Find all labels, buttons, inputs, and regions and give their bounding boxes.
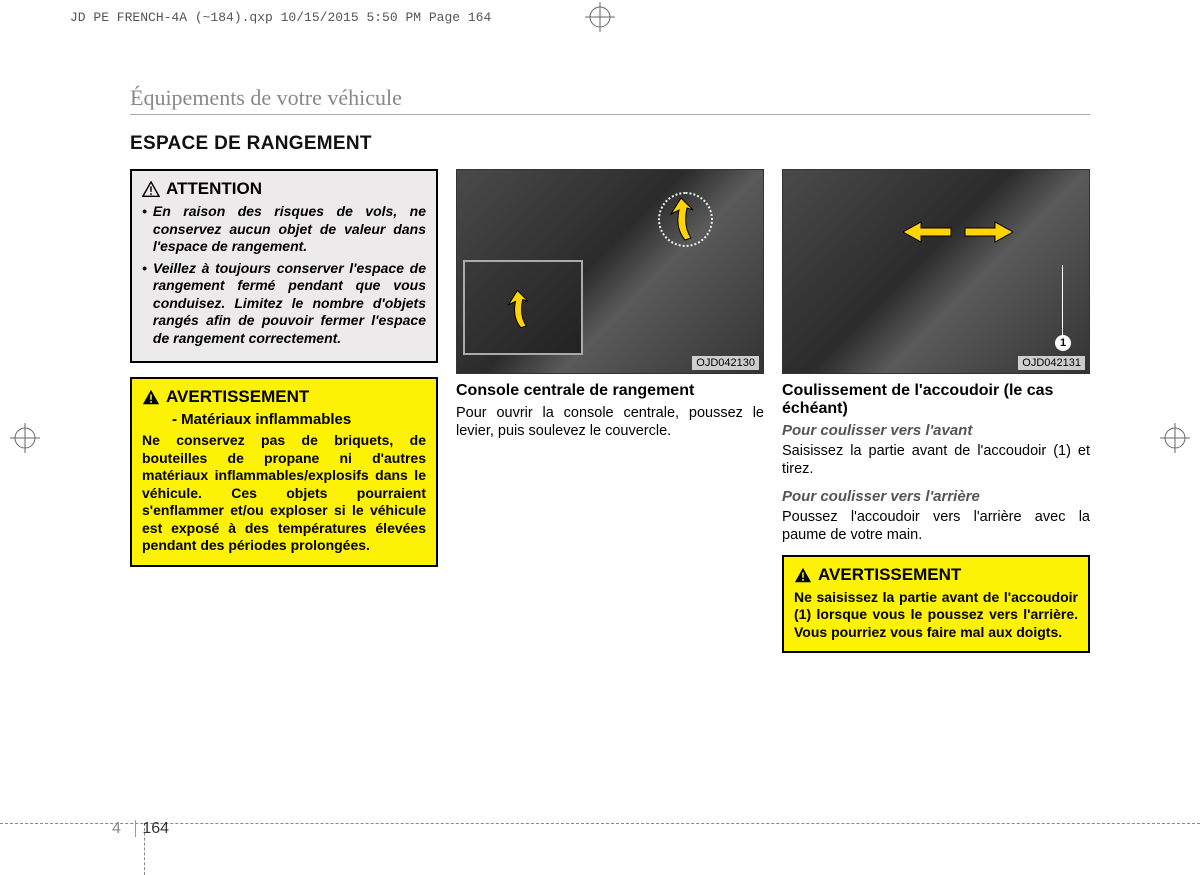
lift-arrow-icon: [667, 198, 701, 242]
image-code-label: OJD042130: [692, 356, 759, 370]
attention-title: ATTENTION: [166, 179, 262, 199]
warning2-body: Ne saisissez la partie avant de l'accoud…: [794, 589, 1078, 642]
attention-bullet: • En raison des risques de vols, ne cons…: [142, 203, 426, 256]
callout-number-1: 1: [1055, 335, 1071, 351]
right-body2: Poussez l'accoudoir vers l'arrière avec …: [782, 508, 1090, 544]
armrest-slide-image: 1 OJD042131: [782, 169, 1090, 374]
center-console-image: OJD042130: [456, 169, 764, 374]
file-meta-header: JD PE FRENCH-4A (~184).qxp 10/15/2015 5:…: [70, 10, 491, 25]
three-column-layout: ATTENTION • En raison des risques de vol…: [130, 169, 1090, 667]
attention-bullet-text: Veillez à toujours conserver l'espace de…: [153, 260, 426, 348]
warning-icon: [142, 389, 160, 405]
page-content: Équipements de votre véhicule ESPACE DE …: [130, 85, 1090, 667]
registration-mark-right: [1160, 423, 1190, 453]
attention-bullet: • Veillez à toujours conserver l'espace …: [142, 260, 426, 348]
warning-box-1: AVERTISSEMENT - Matériaux inflammables N…: [130, 377, 438, 567]
caution-icon: [142, 181, 160, 197]
right-heading: Coulissement de l'accoudoir (le cas éché…: [782, 382, 1090, 418]
page-number-value: 164: [142, 820, 169, 837]
crop-guide-h: [0, 823, 1200, 824]
chapter-number: 4: [112, 820, 121, 837]
warning1-body: Ne conservez pas de briquets, de bouteil…: [142, 432, 426, 555]
breadcrumb: Équipements de votre véhicule: [130, 85, 1090, 115]
lift-arrow-icon: [505, 290, 535, 330]
warning-box-2: AVERTISSEMENT Ne saisissez la partie ava…: [782, 555, 1090, 654]
center-heading: Console centrale de rangement: [456, 382, 764, 400]
warning1-title-row: AVERTISSEMENT: [142, 387, 426, 407]
right-sub2: Pour coulisser vers l'arrière: [782, 488, 1090, 505]
attention-box: ATTENTION • En raison des risques de vol…: [130, 169, 438, 363]
attention-title-row: ATTENTION: [142, 179, 426, 199]
column-center: OJD042130 Console centrale de rangement …: [456, 169, 764, 667]
image-code-label: OJD042131: [1018, 356, 1085, 370]
attention-bullet-text: En raison des risques de vols, ne conser…: [153, 203, 426, 256]
warning2-title-row: AVERTISSEMENT: [794, 565, 1078, 585]
right-sub1: Pour coulisser vers l'avant: [782, 422, 1090, 439]
right-body1: Saisissez la partie avant de l'accoudoir…: [782, 442, 1090, 478]
warning2-title: AVERTISSEMENT: [818, 565, 961, 585]
column-left: ATTENTION • En raison des risques de vol…: [130, 169, 438, 667]
registration-mark-left: [10, 423, 40, 453]
warning1-title: AVERTISSEMENT: [166, 387, 309, 407]
attention-body: • En raison des risques de vols, ne cons…: [142, 203, 426, 347]
section-heading: ESPACE DE RANGEMENT: [130, 133, 1090, 155]
center-body: Pour ouvrir la console centrale, poussez…: [456, 404, 764, 440]
slide-arrows-icon: [903, 218, 1013, 246]
callout-leader-line: [1062, 265, 1063, 335]
warning1-subtitle: - Matériaux inflammables: [172, 411, 426, 428]
inset-image: [463, 260, 583, 355]
column-right: 1 OJD042131 Coulissement de l'accoudoir …: [782, 169, 1090, 667]
warning-icon: [794, 567, 812, 583]
page-number: 4 164: [112, 820, 169, 838]
registration-mark-top: [585, 2, 615, 32]
